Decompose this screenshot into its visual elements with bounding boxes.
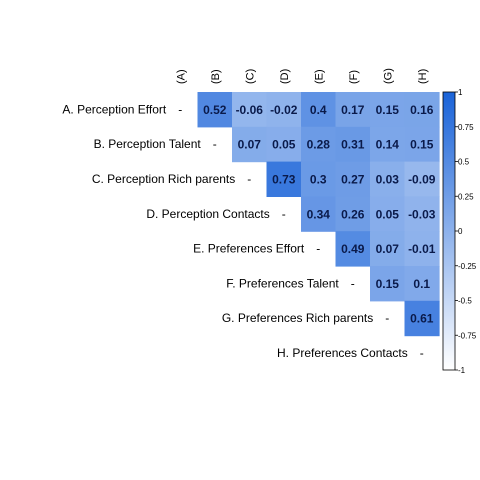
- colorbar-gradient: [442, 91, 456, 371]
- cell-value-label: 0.27: [341, 173, 365, 187]
- colorbar-tick-label: -1: [458, 366, 466, 375]
- column-label: (A): [175, 69, 187, 84]
- cell-value-label: 0.28: [307, 138, 331, 152]
- column-label: (H): [417, 69, 429, 84]
- colorbar-tick-label: -0.5: [458, 297, 472, 306]
- heatmap-cell: [335, 196, 371, 232]
- heatmap-cell: [404, 161, 440, 197]
- colorbar-tick-label: -0.25: [458, 262, 477, 271]
- cell-value-label: 0.3: [310, 173, 327, 187]
- cell-value-label: 0.52: [203, 103, 227, 117]
- cell-value-label: 0.17: [341, 103, 365, 117]
- column-labels: (A) (B) (C) (D) (E) (F) (G) (H): [175, 68, 429, 84]
- cell-value-label: 0.31: [341, 138, 365, 152]
- colorbar-tick-label: 0.75: [458, 123, 474, 132]
- heatmap-cell: [301, 92, 337, 128]
- colorbar: 1 0.75 0.5 0.25 0 -0.25 -0.5 -0.75 -1: [442, 88, 477, 375]
- heatmap-cell: [404, 92, 440, 128]
- row-label: B. Perception Talent: [94, 137, 202, 151]
- row-label: D. Perception Contacts: [146, 207, 269, 221]
- colorbar-tick-label: 0.5: [458, 158, 470, 167]
- heatmap-cell: [335, 126, 371, 163]
- cell-value-label: -0.02: [270, 103, 298, 117]
- row-labels: A. Perception Effort -B. Perception Talen…: [62, 102, 423, 360]
- colorbar-tick-label: 1: [458, 88, 463, 97]
- row-label: F. Preferences Talent: [226, 276, 339, 290]
- heatmap-cell: [301, 196, 337, 232]
- heatmap-cell: [266, 126, 302, 163]
- colorbar-tick-label: -0.75: [458, 331, 477, 340]
- diagonal-label: -: [178, 102, 182, 116]
- diagonal-label: -: [420, 346, 424, 360]
- heatmap-cell: [404, 300, 440, 337]
- row-label: H. Preferences Contacts: [277, 346, 408, 360]
- heatmap-cell: [197, 92, 233, 128]
- row-label: A. Perception Effort: [62, 102, 167, 116]
- heatmap-cell: [335, 92, 371, 128]
- heatmap-cell: [404, 196, 440, 232]
- cell-value-label: 0.61: [410, 312, 434, 326]
- diagonal-label: -: [247, 172, 251, 186]
- heatmap-cell: [266, 161, 302, 197]
- cell-value-label: 0.26: [341, 207, 365, 221]
- cell-value-label: -0.03: [408, 207, 436, 221]
- diagonal-label: -: [282, 207, 286, 221]
- heatmap-cell: [370, 161, 406, 197]
- diagonal-label: -: [316, 242, 320, 256]
- column-label: (G): [382, 68, 394, 84]
- cell-value-label: 0.07: [376, 242, 400, 256]
- heatmap-cell: [335, 231, 371, 267]
- column-label: (E): [313, 69, 325, 84]
- column-label: (F): [348, 70, 360, 84]
- colorbar-tick-label: 0.25: [458, 192, 474, 201]
- cell-value-label: 0.14: [376, 138, 400, 152]
- cell-value-label: -0.01: [408, 242, 436, 256]
- heatmap-cell: [266, 92, 302, 128]
- heatmap-cell: [301, 161, 337, 197]
- heatmap-cell: [404, 266, 440, 302]
- row-label: C. Perception Rich parents: [92, 172, 235, 186]
- cell-value-label: 0.15: [376, 103, 400, 117]
- diagonal-label: -: [385, 311, 389, 325]
- cell-value-label: 0.03: [376, 173, 400, 187]
- heatmap-cell: [404, 126, 440, 163]
- heatmap-cell: [301, 126, 337, 163]
- cell-value-label: 0.34: [307, 207, 331, 221]
- heatmap-cell: [370, 231, 406, 267]
- cell-value-label: 0.05: [376, 207, 400, 221]
- heatmap-cell: [370, 196, 406, 232]
- heatmap-cell: [404, 231, 440, 267]
- cell-value-label: 0.49: [341, 242, 365, 256]
- diagonal-label: -: [213, 137, 217, 151]
- cell-value-label: -0.06: [236, 103, 264, 117]
- heatmap-cell: [370, 266, 406, 302]
- diagonal-label: -: [351, 276, 355, 290]
- colorbar-tick-label: 0: [458, 227, 463, 236]
- row-label: G. Preferences Rich parents: [222, 311, 373, 325]
- cell-value-label: 0.1: [413, 277, 430, 291]
- cell-value-label: -0.09: [408, 173, 436, 187]
- cell-value-label: 0.4: [310, 103, 327, 117]
- heatmap-cell: [335, 161, 371, 197]
- cell-value-label: 0.15: [376, 277, 400, 291]
- cell-value-label: 0.16: [410, 103, 434, 117]
- cell-value-label: 0.73: [272, 173, 296, 187]
- heatmap-cells: 0.52 -0.06 -0.02 0.4 0.17 0.15 0.16 0.07 0.05 0.2…: [197, 92, 440, 337]
- cell-value-label: 0.15: [410, 138, 434, 152]
- column-label: (D): [279, 69, 291, 84]
- heatmap-cell: [370, 126, 406, 163]
- heatmap-cell: [232, 126, 268, 163]
- column-label: (B): [210, 69, 222, 84]
- heatmap-cell: [370, 92, 406, 128]
- heatmap-cell: [232, 92, 268, 128]
- cell-value-label: 0.05: [272, 138, 296, 152]
- row-label: E. Preferences Effort: [193, 242, 305, 256]
- cell-value-label: 0.07: [238, 138, 262, 152]
- column-label: (C): [244, 69, 256, 84]
